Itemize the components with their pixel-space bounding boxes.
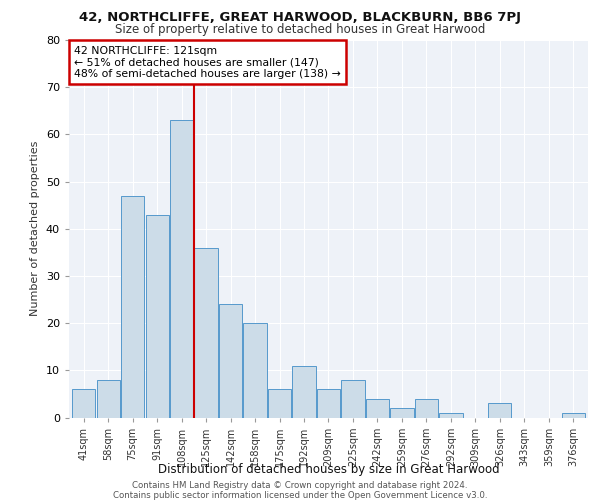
Y-axis label: Number of detached properties: Number of detached properties	[30, 141, 40, 316]
Bar	[170, 120, 193, 418]
Bar	[415, 398, 438, 417]
Text: Contains public sector information licensed under the Open Government Licence v3: Contains public sector information licen…	[113, 491, 487, 500]
Bar	[292, 366, 316, 418]
Text: Size of property relative to detached houses in Great Harwood: Size of property relative to detached ho…	[115, 22, 485, 36]
Bar	[72, 389, 95, 418]
Bar	[391, 408, 413, 418]
Bar	[97, 380, 120, 418]
Bar	[439, 413, 463, 418]
Text: Contains HM Land Registry data © Crown copyright and database right 2024.: Contains HM Land Registry data © Crown c…	[132, 481, 468, 490]
Text: Distribution of detached houses by size in Great Harwood: Distribution of detached houses by size …	[158, 462, 500, 475]
Bar	[219, 304, 242, 418]
Bar	[562, 413, 585, 418]
Text: 42 NORTHCLIFFE: 121sqm
← 51% of detached houses are smaller (147)
48% of semi-de: 42 NORTHCLIFFE: 121sqm ← 51% of detached…	[74, 46, 341, 79]
Bar	[341, 380, 365, 418]
Bar	[366, 398, 389, 417]
Bar	[488, 404, 511, 417]
Bar	[268, 389, 291, 418]
Bar	[146, 214, 169, 418]
Text: 42, NORTHCLIFFE, GREAT HARWOOD, BLACKBURN, BB6 7PJ: 42, NORTHCLIFFE, GREAT HARWOOD, BLACKBUR…	[79, 11, 521, 24]
Bar	[194, 248, 218, 418]
Bar	[121, 196, 144, 418]
Bar	[317, 389, 340, 418]
Bar	[244, 323, 266, 418]
